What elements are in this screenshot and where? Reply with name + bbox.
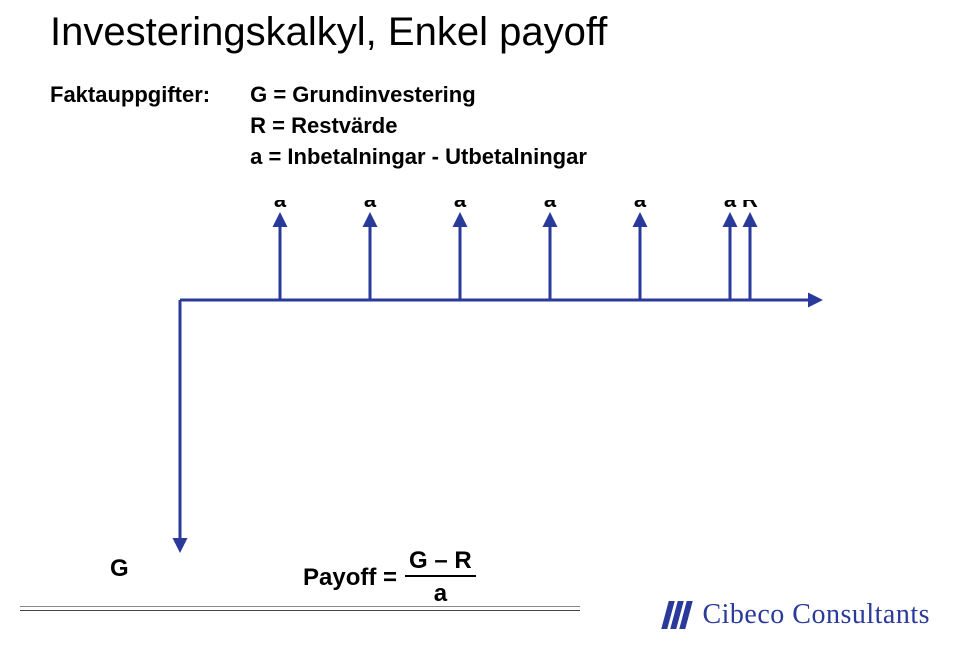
arrow-label: a bbox=[454, 200, 467, 212]
formula-lhs: Payoff = bbox=[303, 564, 397, 591]
cashflow-diagram: aaaaaaR bbox=[50, 200, 850, 570]
footer-divider bbox=[20, 606, 580, 611]
brand-logo: Cibeco Consultants bbox=[665, 599, 930, 631]
logo-mark-icon bbox=[665, 601, 692, 629]
arrow-label: a bbox=[724, 200, 737, 212]
slide: Investeringskalkyl, Enkel payoff Faktaup… bbox=[0, 0, 960, 649]
formula-numerator: G – R bbox=[409, 547, 472, 574]
def-a: a = Inbetalningar - Utbetalningar bbox=[250, 142, 587, 173]
facts-label: Faktauppgifter: bbox=[50, 80, 210, 172]
arrow-label: a bbox=[364, 200, 377, 212]
facts-block: Faktauppgifter: G = Grundinvestering R =… bbox=[50, 80, 587, 172]
arrow-label: a bbox=[544, 200, 557, 212]
formula-denominator: a bbox=[434, 580, 447, 607]
g-label: G bbox=[110, 555, 129, 583]
def-g: G = Grundinvestering bbox=[250, 80, 587, 111]
payoff-formula: Payoff = G – R a bbox=[300, 545, 478, 611]
logo-text: Cibeco Consultants bbox=[702, 599, 930, 631]
arrow-label: a bbox=[634, 200, 647, 212]
def-r: R = Restvärde bbox=[250, 111, 587, 142]
slide-title: Investeringskalkyl, Enkel payoff bbox=[50, 10, 607, 55]
arrow-label: a bbox=[274, 200, 287, 212]
arrow-label: R bbox=[742, 200, 758, 212]
definitions: G = Grundinvestering R = Restvärde a = I… bbox=[250, 80, 587, 172]
